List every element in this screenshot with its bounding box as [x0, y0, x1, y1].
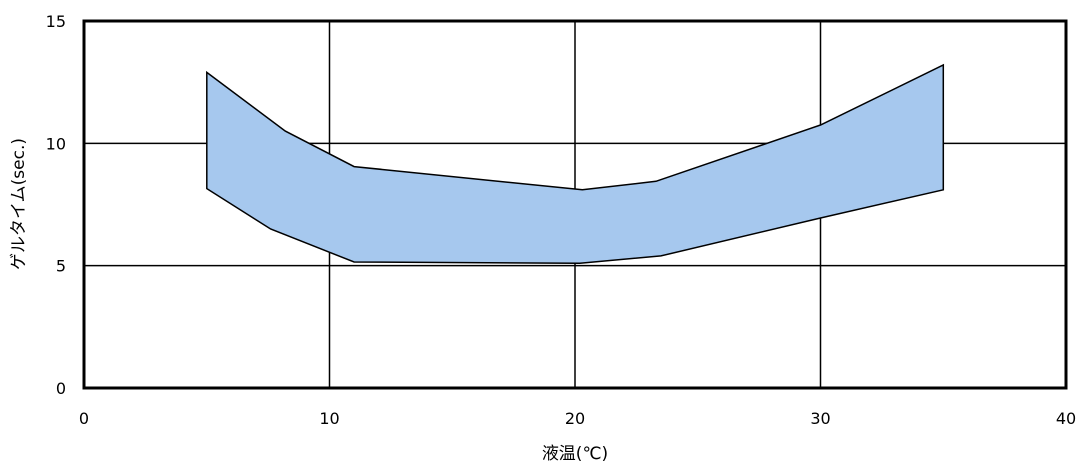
y-tick-label-0: 0 — [56, 379, 66, 398]
x-tick-label-4: 40 — [1056, 409, 1076, 428]
x-tick-label-0: 0 — [79, 409, 89, 428]
y-axis-title: ゲルタイム(sec.) — [9, 138, 29, 270]
y-axis-ticks: 0 5 10 15 — [46, 12, 66, 398]
y-tick-label-3: 15 — [46, 12, 66, 31]
y-tick-label-1: 5 — [56, 257, 66, 276]
x-axis-ticks: 0 10 20 30 40 — [79, 409, 1076, 428]
plot-frame — [82, 19, 1068, 390]
x-tick-label-1: 10 — [319, 409, 339, 428]
gel-time-range-band — [206, 63, 945, 264]
x-axis-title: 液温(℃) — [542, 444, 608, 464]
x-tick-label-2: 20 — [565, 409, 585, 428]
y-tick-label-2: 10 — [46, 134, 66, 153]
x-tick-label-3: 30 — [810, 409, 830, 428]
